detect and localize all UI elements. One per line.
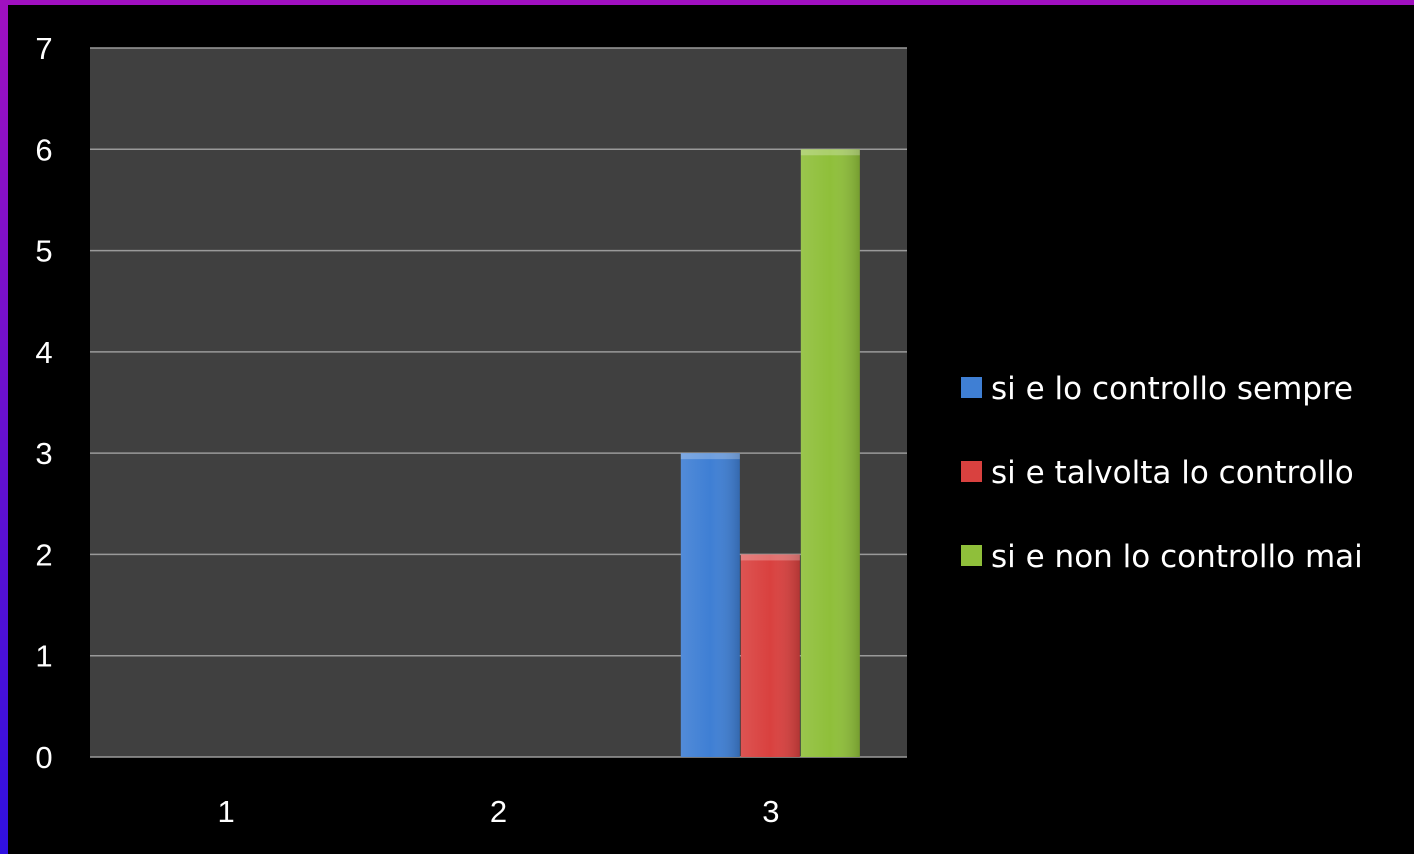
x-tick-label: 1 (218, 794, 235, 829)
legend-label: si e talvolta lo controllo (991, 455, 1354, 491)
x-tick-label: 2 (490, 794, 507, 829)
y-tick-label: 7 (35, 31, 52, 66)
y-tick-label: 4 (35, 335, 52, 370)
legend-swatch (961, 461, 982, 482)
slide-border-top (0, 0, 1414, 5)
bar-shading (680, 453, 740, 757)
bar-top-bevel (680, 453, 740, 460)
legend-label: si e non lo controllo mai (991, 539, 1363, 575)
bar-shading (740, 554, 800, 757)
y-axis-ticks: 0 1 2 3 4 5 6 7 (35, 31, 52, 775)
y-tick-label: 5 (35, 234, 52, 269)
legend: si e lo controllo sempre si e talvolta lo… (961, 371, 1363, 575)
legend-swatch (961, 377, 982, 398)
x-axis-ticks: 1 2 3 (218, 794, 780, 829)
y-tick-label: 1 (35, 639, 52, 674)
legend-label: si e lo controllo sempre (991, 371, 1353, 407)
x-tick-label: 3 (762, 794, 779, 829)
y-tick-label: 0 (35, 740, 52, 775)
y-tick-label: 6 (35, 132, 52, 167)
bars (680, 149, 860, 758)
y-tick-label: 3 (35, 436, 52, 471)
slide-border-left (0, 0, 8, 854)
bar-shading (800, 149, 860, 758)
y-tick-label: 2 (35, 537, 52, 572)
legend-swatch (961, 545, 982, 566)
bar-top-bevel (800, 149, 860, 156)
bar-top-bevel (740, 554, 800, 561)
